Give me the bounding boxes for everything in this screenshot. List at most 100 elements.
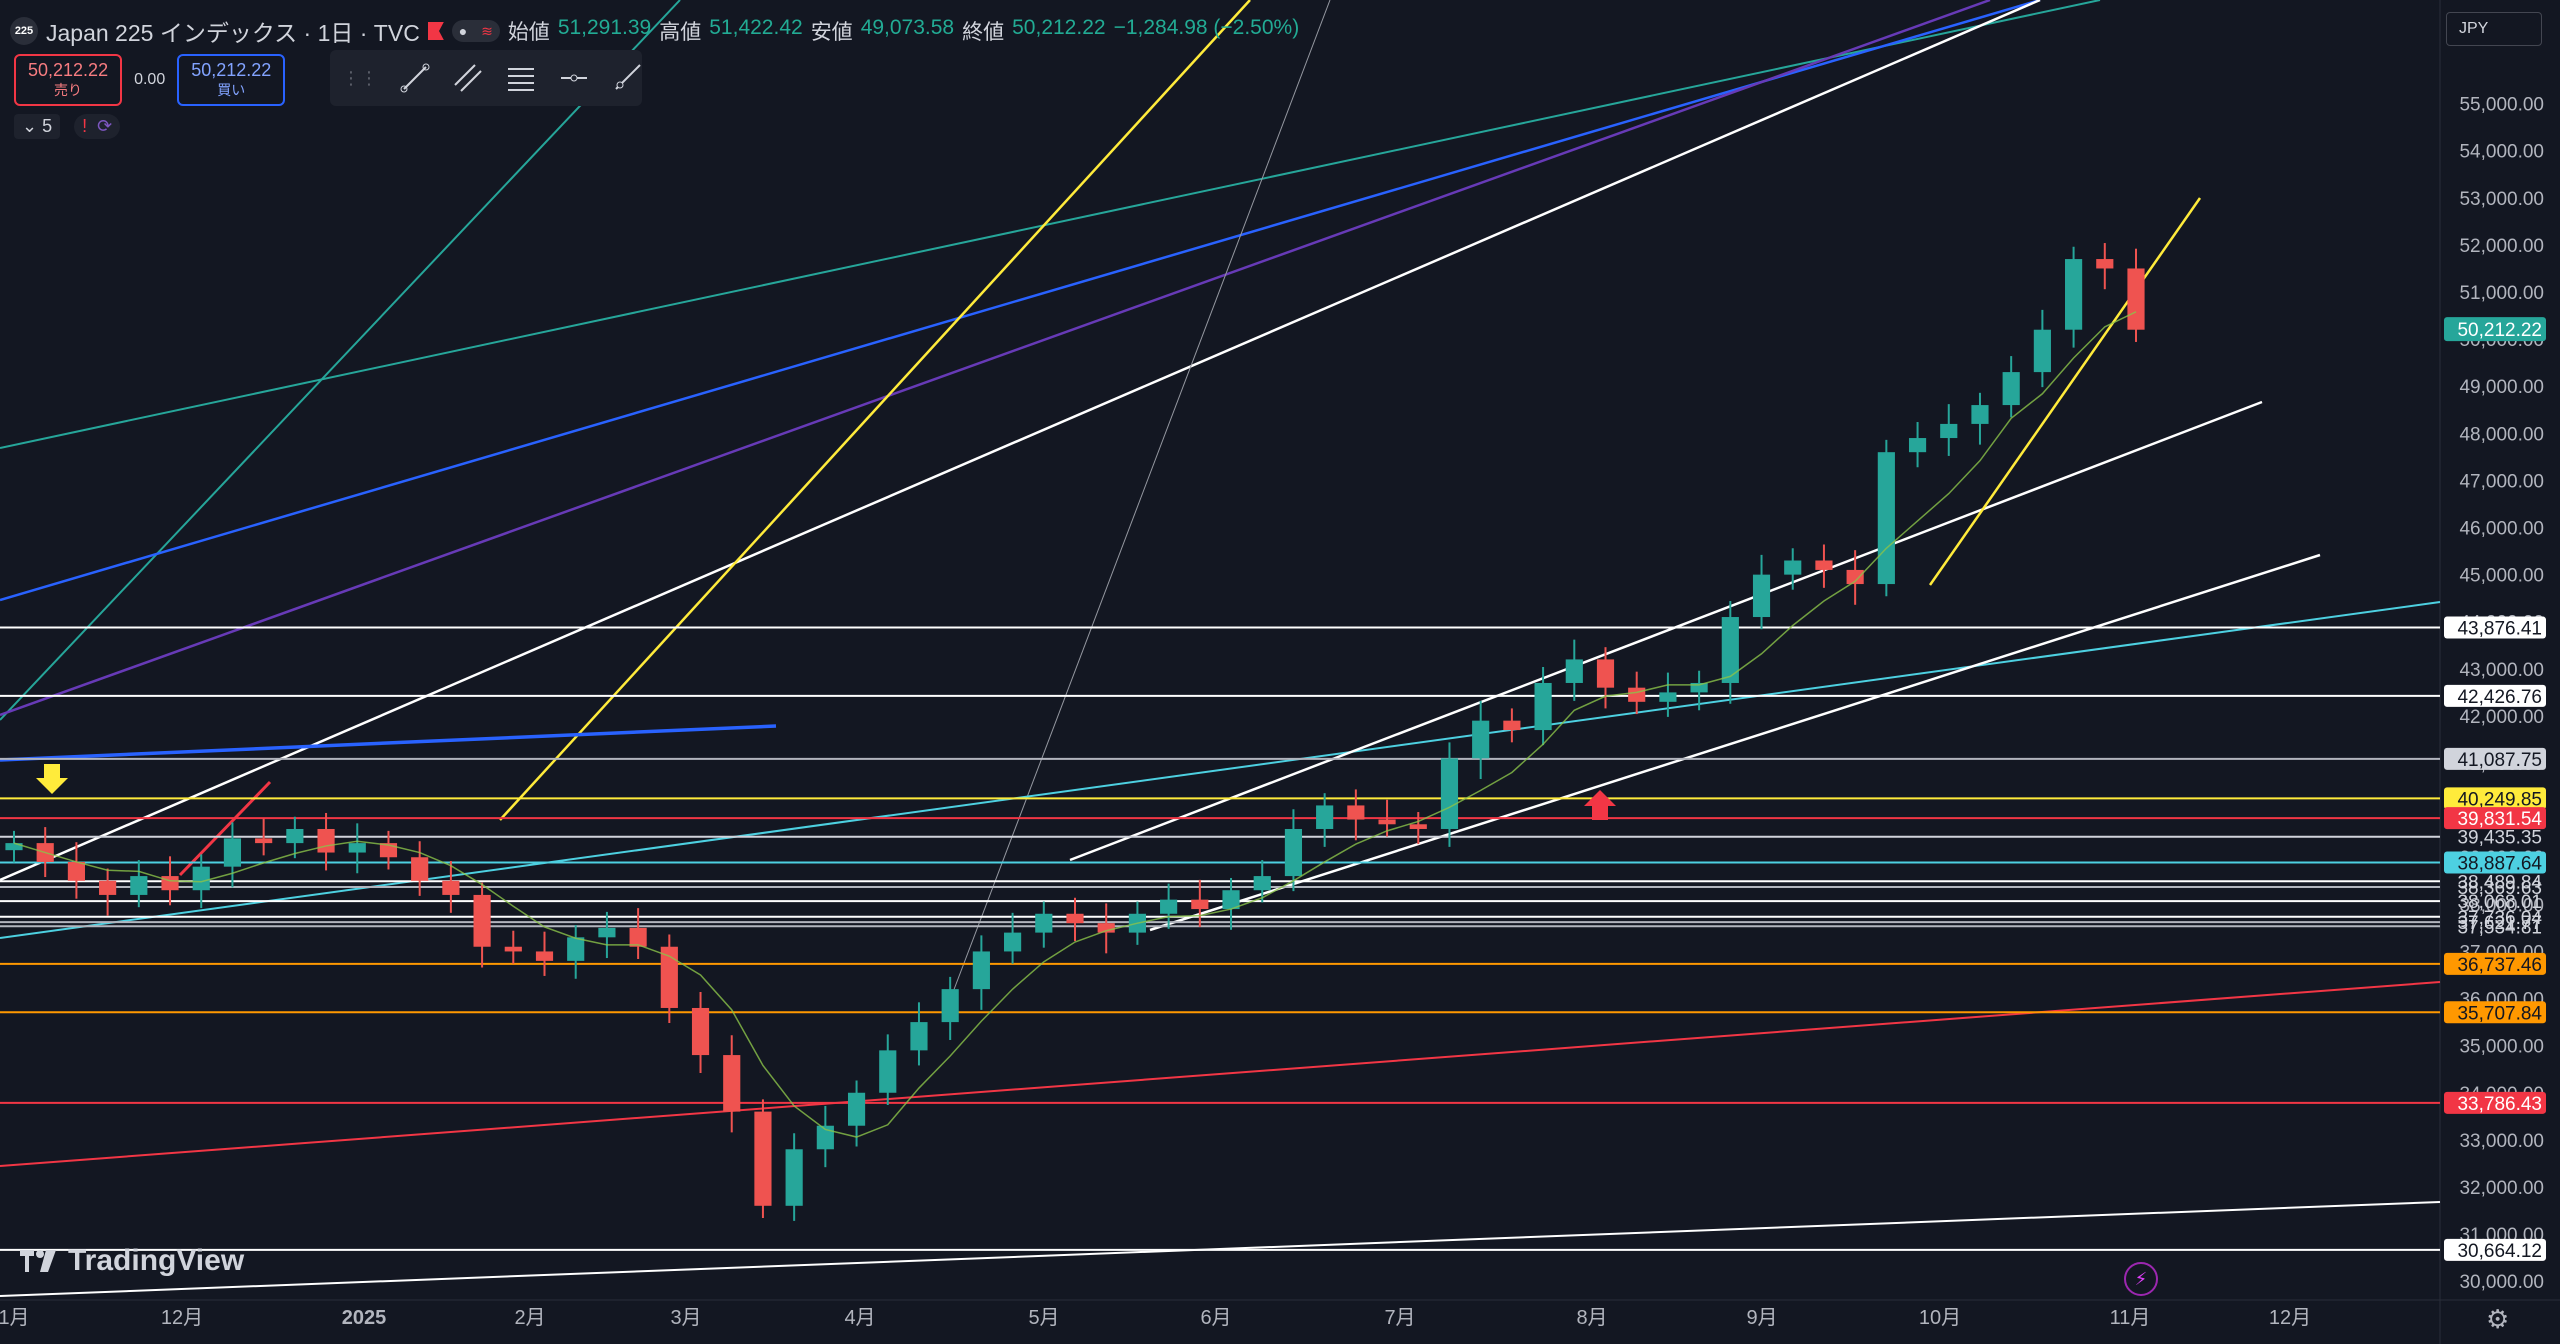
candle-body — [1752, 574, 1771, 618]
level-label: 38,887.64 — [2457, 854, 2542, 875]
level-label-box — [2444, 787, 2546, 810]
candle-body — [1440, 758, 1459, 829]
x-tick-label: 2月 — [514, 1307, 545, 1329]
y-tick-label: 45,000.00 — [2459, 566, 2544, 587]
candle-body — [286, 828, 304, 844]
trendline-icon[interactable] — [400, 61, 431, 95]
candle-body — [941, 989, 959, 1023]
y-tick-label: 33,000.00 — [2459, 1131, 2544, 1152]
open-value: 51,291.39 — [557, 16, 652, 39]
y-tick-label: 48,000.00 — [2459, 424, 2544, 445]
buy-button[interactable]: 50,212.22 買い — [177, 54, 286, 106]
candle-body — [1253, 876, 1271, 891]
level-label: 39,435.35 — [2457, 828, 2542, 849]
symbol-badge: 225 — [10, 17, 38, 45]
level-label: 37,534.81 — [2457, 917, 2542, 938]
level-label: 43,876.41 — [2457, 619, 2542, 640]
candle-body — [879, 1050, 897, 1093]
alert-icon: ! — [82, 116, 88, 136]
spread-value: 0.00 — [134, 71, 166, 88]
candle-body — [598, 927, 616, 938]
ohlc-values: 始値 51,291.39 高値 51,422.42 安値 49,073.58 終値 50… — [508, 16, 1299, 46]
y-tick-label: 30,000.00 — [2459, 1272, 2544, 1293]
candle-body — [847, 1092, 866, 1126]
trendline — [949, 0, 1331, 1001]
fib-retracement-icon[interactable] — [506, 61, 537, 95]
indicator-toggle[interactable]: ⌄ 5 — [14, 114, 61, 139]
candle-body — [192, 866, 210, 891]
y-tick-label: 38,000.00 — [2459, 895, 2544, 916]
candle-body — [629, 927, 647, 947]
candle-body — [785, 1149, 803, 1206]
level-label: 37,736.04 — [2457, 908, 2542, 929]
y-tick-label: 32,000.00 — [2459, 1178, 2544, 1199]
moving-average-line — [13, 311, 2137, 1138]
tradingview-logo-icon — [20, 1250, 56, 1272]
lightning-icon[interactable]: ⚡ — [2124, 1262, 2158, 1296]
x-tick-label: 8月 — [1576, 1307, 1607, 1329]
tradingview-logo: TradingView — [20, 1244, 244, 1278]
indicator-count: 5 — [42, 116, 53, 136]
candle-body — [1721, 617, 1739, 683]
change-value: −1,284.98 (−2.50%) — [1113, 16, 1300, 39]
candle-body — [348, 843, 366, 853]
high-label: 高値 — [659, 21, 702, 44]
candle-body — [67, 861, 85, 881]
x-tick-label: 5月 — [1028, 1307, 1059, 1329]
parallel-channel-icon[interactable] — [453, 61, 484, 95]
x-tick-label: 6月 — [1200, 1307, 1231, 1329]
candle-body — [1846, 569, 1864, 585]
candle-body — [1690, 682, 1708, 693]
level-label: 38,369.63 — [2457, 878, 2542, 899]
y-tick-label: 46,000.00 — [2459, 519, 2544, 540]
level-label: 38,489.84 — [2457, 872, 2542, 893]
x-tick-label: 12月 — [161, 1307, 203, 1329]
candle-body — [1784, 560, 1802, 575]
last-price-label: 50,212.22 — [2457, 320, 2542, 341]
close-value: 50,212.22 — [1012, 16, 1106, 39]
candle-body — [723, 1055, 741, 1112]
indicator-status[interactable]: ! ⟳ — [74, 114, 121, 139]
candle-body — [1815, 560, 1833, 570]
trendline — [499, 0, 1251, 821]
level-label: 37,621.77 — [2457, 913, 2542, 934]
candle-body — [1284, 828, 1303, 877]
ray-icon[interactable] — [611, 61, 642, 95]
symbol-title[interactable]: Japan 225 インデックス · 1日 · TVC — [46, 20, 420, 46]
symbol-header[interactable]: 225 Japan 225 インデックス · 1日 · TVC ● ≋ 始値 51… — [10, 14, 1299, 48]
sell-button[interactable]: 50,212.22 売り — [14, 54, 123, 106]
x-tick-label: 1月 — [0, 1307, 30, 1329]
candle-body — [1472, 720, 1490, 759]
candle-body — [1503, 720, 1521, 731]
y-tick-label: 35,000.00 — [2459, 1037, 2544, 1058]
candle-body — [2127, 268, 2145, 330]
candle-body — [691, 1007, 710, 1056]
y-tick-label: 55,000.00 — [2459, 95, 2544, 116]
down-arrow-marker — [36, 764, 68, 794]
candle-body — [1222, 890, 1240, 910]
low-label: 安値 — [810, 21, 853, 44]
flag-icon[interactable] — [427, 22, 444, 40]
drag-handle-icon[interactable]: ⋮⋮ — [342, 67, 378, 88]
horizontal-line-icon[interactable] — [558, 61, 589, 95]
visibility-toggle[interactable]: ● ≋ — [451, 20, 500, 42]
candle-body — [972, 951, 990, 990]
candle-body — [1004, 932, 1022, 952]
trendline — [0, 0, 2041, 882]
gear-icon[interactable]: ⚙ — [2486, 1304, 2510, 1334]
candle-body — [1971, 405, 1989, 424]
level-label: 33,786.43 — [2457, 1094, 2542, 1115]
buy-price: 50,212.22 — [191, 60, 272, 80]
candle-body — [5, 843, 23, 851]
y-tick-label: 43,000.00 — [2459, 660, 2544, 681]
last-price-box — [2444, 317, 2546, 342]
currency-select[interactable]: JPY — [2446, 12, 2542, 46]
level-label: 41,087.75 — [2457, 750, 2542, 771]
level-label-box — [2444, 1001, 2546, 1024]
candle-body — [2002, 372, 2020, 406]
candle-body — [1409, 824, 1427, 829]
level-label: 30,664.12 — [2457, 1241, 2542, 1262]
candle-body — [473, 894, 491, 947]
x-tick-label: 3月 — [670, 1307, 701, 1329]
